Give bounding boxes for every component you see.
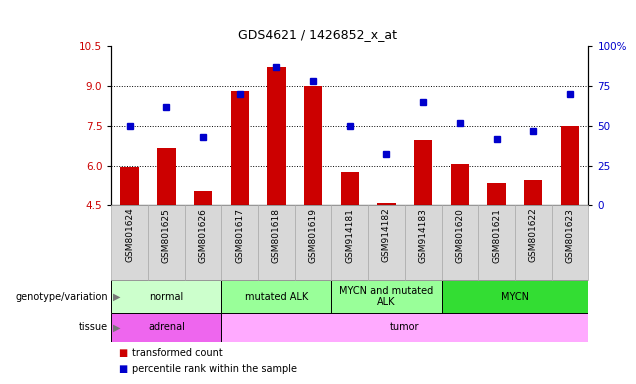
Text: GSM801617: GSM801617 — [235, 208, 244, 263]
Bar — [231, 91, 249, 205]
Text: ▶: ▶ — [113, 322, 120, 333]
Text: GSM914181: GSM914181 — [345, 208, 354, 263]
Bar — [304, 86, 322, 205]
Bar — [157, 148, 176, 205]
Text: GSM801619: GSM801619 — [308, 208, 317, 263]
Bar — [377, 203, 396, 205]
Text: tumor: tumor — [390, 322, 420, 333]
Bar — [524, 180, 543, 205]
Text: MYCN: MYCN — [501, 291, 529, 302]
Text: GSM801621: GSM801621 — [492, 208, 501, 263]
Text: MYCN and mutated
ALK: MYCN and mutated ALK — [340, 286, 434, 308]
Bar — [561, 126, 579, 205]
Bar — [194, 191, 212, 205]
Bar — [414, 141, 432, 205]
Text: GSM801624: GSM801624 — [125, 208, 134, 262]
Bar — [331, 280, 441, 313]
Bar — [221, 280, 331, 313]
Text: GSM801622: GSM801622 — [529, 208, 538, 262]
Bar — [120, 167, 139, 205]
Text: GDS4621 / 1426852_x_at: GDS4621 / 1426852_x_at — [238, 28, 398, 41]
Text: ■: ■ — [118, 364, 127, 374]
Bar — [341, 172, 359, 205]
Text: ■: ■ — [118, 348, 127, 358]
Bar — [487, 183, 506, 205]
Text: genotype/variation: genotype/variation — [15, 291, 108, 302]
Text: GSM801618: GSM801618 — [272, 208, 281, 263]
Text: percentile rank within the sample: percentile rank within the sample — [132, 364, 296, 374]
Text: GSM801623: GSM801623 — [565, 208, 574, 263]
Bar — [441, 280, 588, 313]
Bar — [451, 164, 469, 205]
Text: ▶: ▶ — [113, 291, 120, 302]
Text: adrenal: adrenal — [148, 322, 185, 333]
Text: GSM914182: GSM914182 — [382, 208, 391, 262]
Text: GSM801626: GSM801626 — [198, 208, 207, 263]
Bar — [111, 313, 221, 342]
Bar — [221, 313, 588, 342]
Bar — [111, 280, 221, 313]
Text: tissue: tissue — [79, 322, 108, 333]
Text: GSM801625: GSM801625 — [162, 208, 171, 263]
Text: transformed count: transformed count — [132, 348, 223, 358]
Bar — [267, 67, 286, 205]
Text: GSM801620: GSM801620 — [455, 208, 464, 263]
Text: mutated ALK: mutated ALK — [245, 291, 308, 302]
Text: normal: normal — [149, 291, 183, 302]
Text: GSM914183: GSM914183 — [418, 208, 427, 263]
